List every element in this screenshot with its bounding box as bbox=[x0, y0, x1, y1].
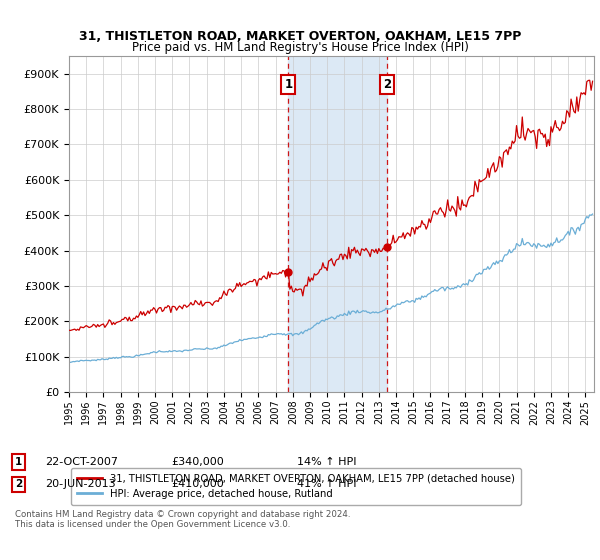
Text: 31, THISTLETON ROAD, MARKET OVERTON, OAKHAM, LE15 7PP: 31, THISTLETON ROAD, MARKET OVERTON, OAK… bbox=[79, 30, 521, 43]
Text: 14% ↑ HPI: 14% ↑ HPI bbox=[297, 457, 356, 467]
Text: 1: 1 bbox=[15, 457, 22, 467]
Text: Contains HM Land Registry data © Crown copyright and database right 2024.
This d: Contains HM Land Registry data © Crown c… bbox=[15, 510, 350, 529]
Text: 2: 2 bbox=[383, 78, 392, 91]
Text: 41% ↑ HPI: 41% ↑ HPI bbox=[297, 479, 356, 489]
Text: 20-JUN-2013: 20-JUN-2013 bbox=[45, 479, 116, 489]
Bar bbox=[289, 56, 388, 392]
Legend: 31, THISTLETON ROAD, MARKET OVERTON, OAKHAM, LE15 7PP (detached house), HPI: Ave: 31, THISTLETON ROAD, MARKET OVERTON, OAK… bbox=[71, 468, 521, 505]
Text: 1: 1 bbox=[284, 78, 293, 91]
Text: £410,000: £410,000 bbox=[171, 479, 224, 489]
Text: 2: 2 bbox=[15, 479, 22, 489]
Text: Price paid vs. HM Land Registry's House Price Index (HPI): Price paid vs. HM Land Registry's House … bbox=[131, 41, 469, 54]
Text: 22-OCT-2007: 22-OCT-2007 bbox=[45, 457, 118, 467]
Text: £340,000: £340,000 bbox=[171, 457, 224, 467]
